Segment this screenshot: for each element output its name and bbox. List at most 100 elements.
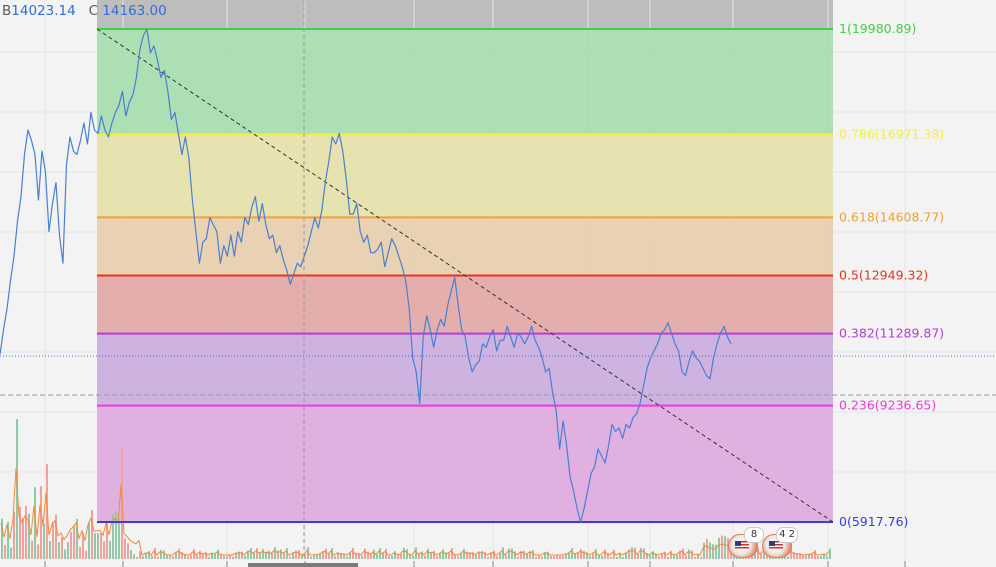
volume-bar: [364, 548, 366, 559]
volume-bar: [466, 551, 468, 559]
volume-bar: [592, 552, 594, 559]
volume-bar: [61, 537, 63, 559]
volume-bar: [403, 547, 405, 559]
volume-bar: [142, 556, 144, 559]
price-line: [0, 28, 732, 523]
volume-bar: [325, 548, 327, 559]
scrollbar-thumb[interactable]: [248, 563, 358, 567]
volume-bar: [361, 555, 363, 559]
volume-bar: [295, 550, 297, 559]
volume-bar: [196, 555, 198, 559]
volume-bar: [442, 549, 444, 559]
volume-bar: [517, 556, 519, 559]
volume-bar: [238, 551, 240, 559]
volume-bar: [508, 548, 510, 559]
volume-bar: [232, 556, 234, 559]
volume-bar: [85, 550, 87, 559]
volume-bar: [829, 548, 831, 559]
volume-bar: [7, 521, 9, 559]
volume-bar: [139, 551, 141, 559]
volume-bar: [247, 550, 249, 559]
volume-bar: [280, 549, 282, 559]
volume-bar: [103, 541, 105, 559]
volume-bar: [628, 549, 630, 559]
volume-bar: [520, 550, 522, 559]
volume-bar: [286, 548, 288, 559]
volume-bar: [415, 547, 417, 559]
volume-bar: [688, 549, 690, 559]
volume-bar: [106, 519, 108, 559]
volume-bar: [385, 548, 387, 559]
volume-bar: [313, 555, 315, 559]
volume-bar: [373, 549, 375, 559]
volume-bar: [811, 553, 813, 559]
volume-bar: [328, 553, 330, 559]
volume-bar: [148, 551, 150, 559]
volume-bar: [4, 544, 6, 559]
volume-bar: [817, 556, 819, 559]
volume-bar: [583, 550, 585, 559]
volume-bar: [406, 549, 408, 559]
volume-bar: [760, 553, 762, 559]
volume-bar: [319, 553, 321, 559]
volume-bar: [589, 555, 591, 559]
volume-bar: [604, 549, 606, 559]
volume-bar: [343, 553, 345, 559]
top-band: [97, 0, 833, 29]
volume-bar: [805, 555, 807, 559]
volume-bar: [547, 551, 549, 559]
volume-bar: [235, 552, 237, 559]
volume-bar: [796, 553, 798, 559]
volume-bar: [88, 522, 90, 559]
volume-bar: [382, 553, 384, 559]
volume-bar: [178, 548, 180, 559]
volume-bar: [262, 549, 264, 559]
volume-bar: [331, 548, 333, 559]
volume-bar: [439, 553, 441, 559]
trend-line: [96, 28, 834, 523]
volume-bar: [28, 513, 30, 559]
volume-bar: [358, 553, 360, 559]
event-badge-1[interactable]: 8: [728, 527, 764, 558]
volume-bar: [181, 552, 183, 559]
volume-bar: [550, 556, 552, 559]
volume-bar: [757, 547, 759, 559]
volume-bar: [553, 556, 555, 559]
volume-bar: [190, 554, 192, 559]
volume-bar: [652, 551, 654, 559]
volume-bar: [799, 553, 801, 559]
volume-bar: [610, 556, 612, 559]
volume-bar: [199, 550, 201, 559]
volume-bar: [814, 550, 816, 559]
volume-bar: [109, 540, 111, 559]
volume-bar: [370, 553, 372, 559]
volume-bar: [58, 542, 60, 559]
volume-bar: [673, 554, 675, 559]
us-flag-icon: [735, 541, 749, 550]
volume-bar: [118, 519, 120, 559]
volume-bar: [709, 542, 711, 559]
volume-bar: [250, 547, 252, 559]
volume-bar: [631, 547, 633, 559]
volume-bar: [130, 550, 132, 559]
event-badge-2[interactable]: 4 2: [762, 527, 798, 558]
volume-bar: [334, 556, 336, 559]
price-series: [0, 28, 732, 523]
volume-bar: [826, 556, 828, 559]
volume-bar: [49, 541, 51, 559]
volume-bar: [694, 556, 696, 559]
volume-bar: [31, 540, 33, 559]
fib-label-5: 0.236(9236.65): [839, 398, 936, 413]
close-value: 14163.00: [102, 3, 167, 19]
volume-bar: [367, 551, 369, 559]
volume-bar: [55, 514, 57, 559]
volume-bar: [304, 553, 306, 559]
fib-label-6: 0(5917.76): [839, 514, 908, 529]
volume-bar: [721, 535, 723, 559]
volume-bar: [112, 514, 114, 559]
volume-bar: [577, 552, 579, 559]
volume-bar: [712, 544, 714, 559]
volume-bar: [37, 544, 39, 559]
volume-bar: [301, 554, 303, 559]
